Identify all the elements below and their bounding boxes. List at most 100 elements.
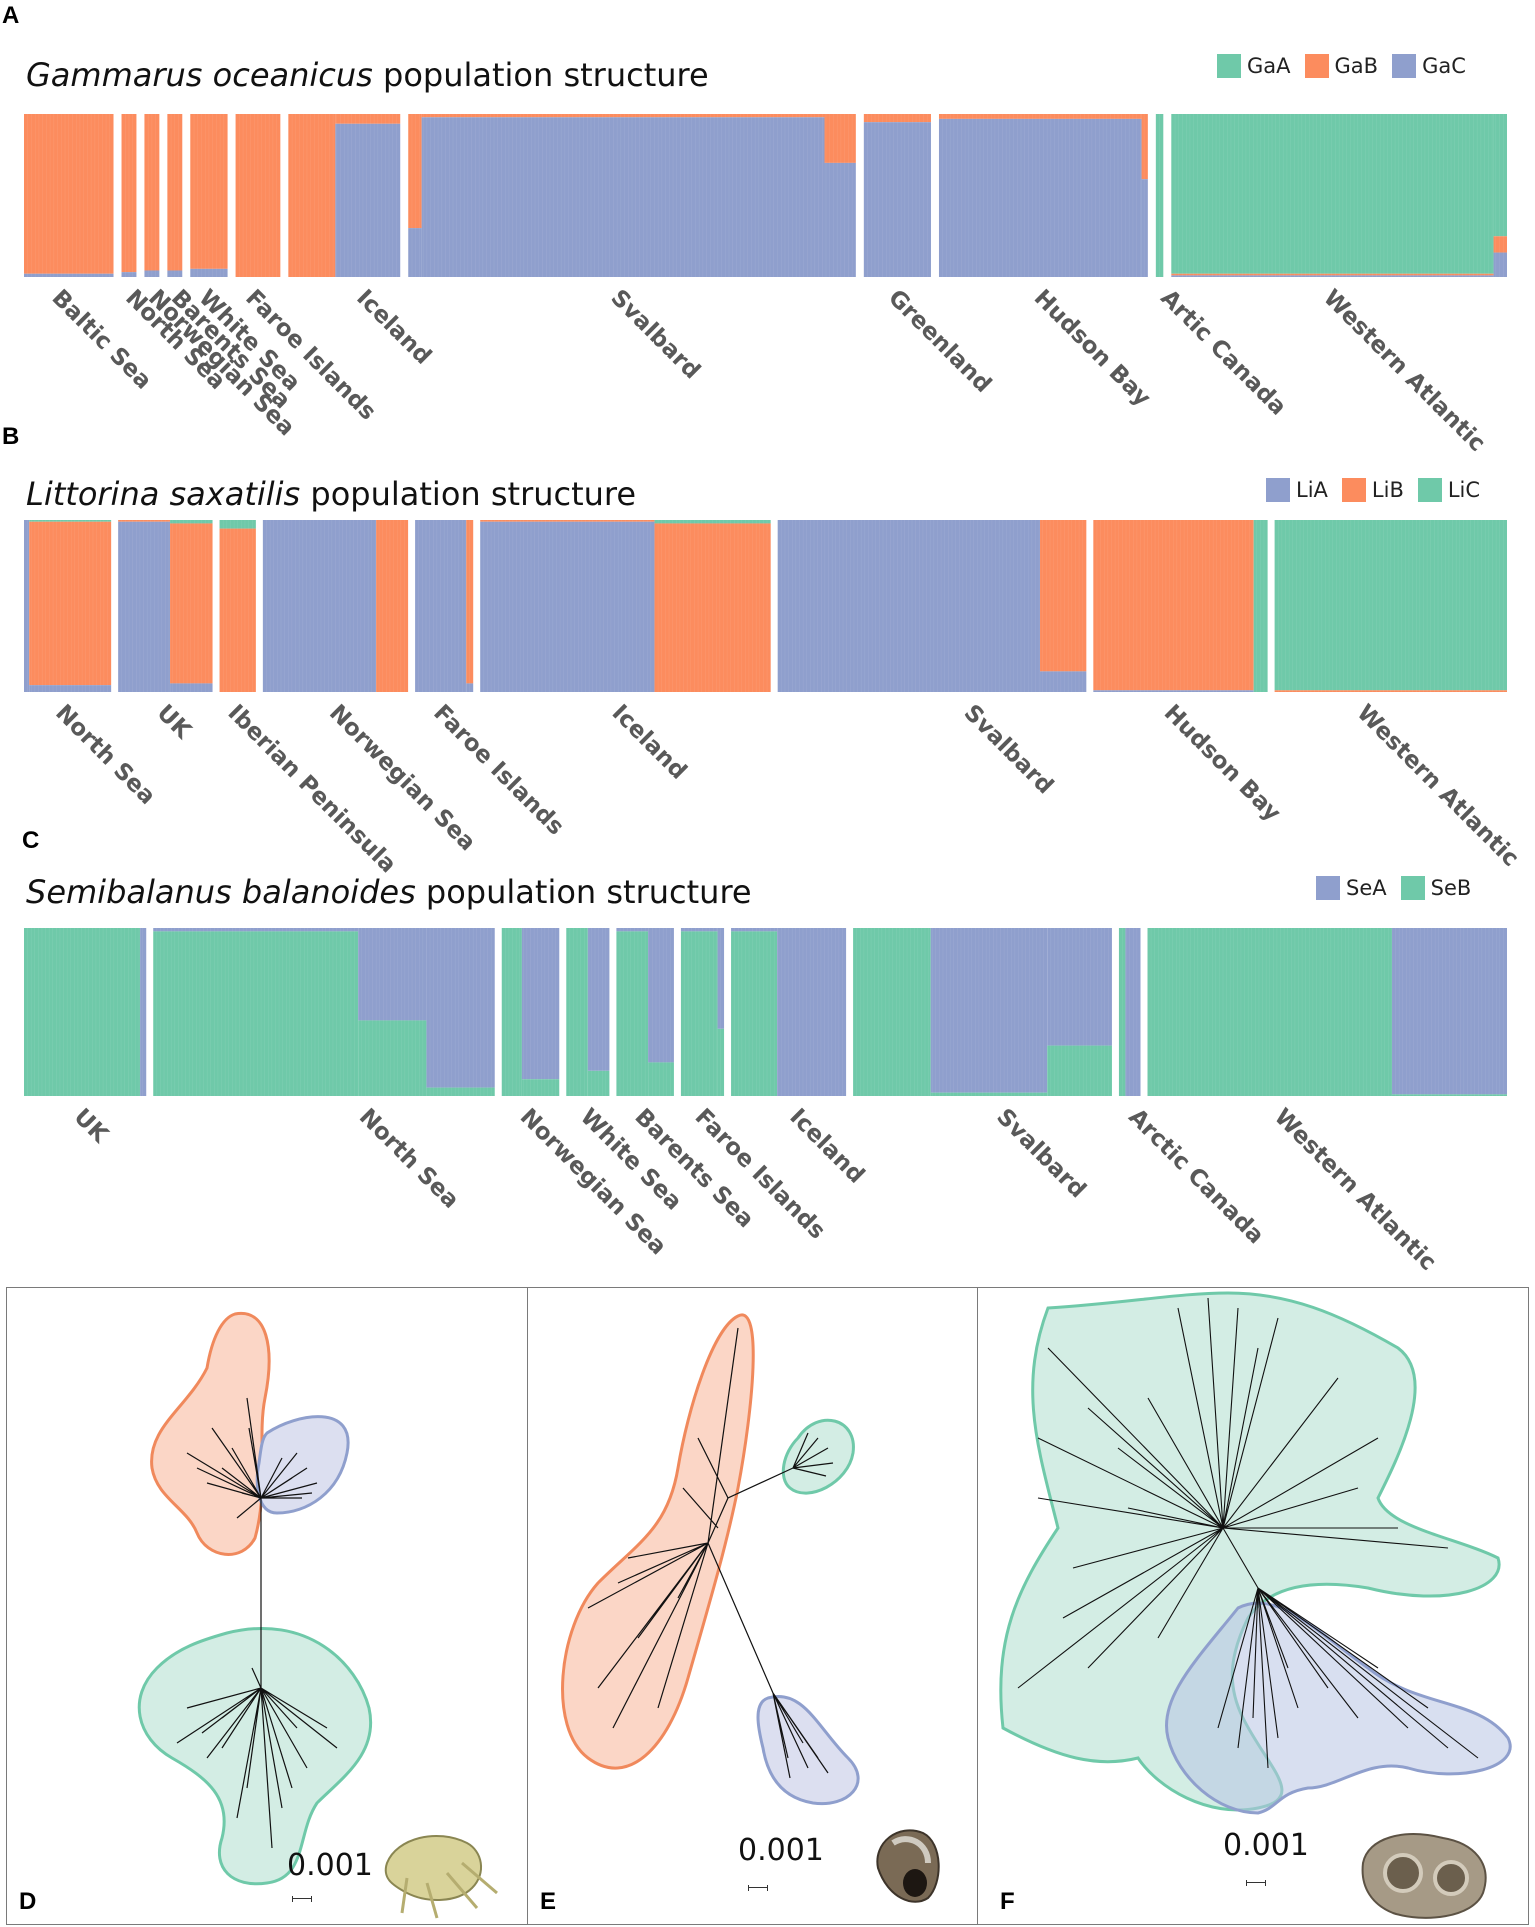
bar-segment-gaa bbox=[1171, 114, 1494, 274]
population-label: Artic Canada bbox=[1155, 285, 1291, 421]
tree-f-scale-bar bbox=[1246, 1880, 1266, 1886]
bar-segment-lic bbox=[170, 520, 213, 524]
population-block-hudson-bay bbox=[938, 114, 1148, 277]
tree-panel-f: 0.001 F bbox=[977, 1287, 1529, 1925]
tree-d-scale-label: 0.001 bbox=[287, 1848, 373, 1883]
bar-segment-gab bbox=[121, 114, 137, 273]
legend-label-gaa: GaA bbox=[1247, 54, 1291, 78]
bar-segment-seb bbox=[853, 928, 931, 1096]
population-label: Hudson Bay bbox=[1159, 700, 1286, 827]
population-label: Svalbard bbox=[991, 1104, 1091, 1204]
legend-swatch-sea bbox=[1316, 876, 1340, 900]
bar-segment-sea bbox=[680, 928, 718, 932]
bar-segment-lia bbox=[777, 520, 1041, 692]
population-block-faroe-islands bbox=[415, 520, 474, 692]
legend-item-seb: SeB bbox=[1400, 876, 1471, 900]
legend-swatch-gac bbox=[1392, 54, 1417, 78]
legend-item-gab: GaB bbox=[1304, 54, 1378, 78]
bar-segment-gac bbox=[167, 270, 183, 277]
bar-segment-seb bbox=[616, 931, 649, 1096]
panel-letter-c: C bbox=[22, 827, 40, 854]
clade-gab-hull bbox=[150, 1311, 271, 1556]
clade-gaa-hull bbox=[137, 1627, 373, 1886]
bar-segment-lib bbox=[170, 523, 213, 684]
bar-segment-sea bbox=[140, 928, 147, 1096]
bar-segment-lia bbox=[1040, 671, 1087, 692]
bar-segment-lib bbox=[1040, 520, 1087, 672]
bar-segment-gab bbox=[24, 114, 114, 274]
bar-segment-gac bbox=[824, 162, 856, 277]
bar-segment-gac bbox=[121, 272, 137, 277]
bar-segment-seb bbox=[153, 931, 359, 1096]
bar-segment-sea bbox=[648, 928, 674, 1063]
legend-swatch-lib bbox=[1341, 478, 1366, 502]
bar-segment-lia bbox=[29, 685, 112, 692]
bar-segment-gab bbox=[335, 114, 401, 124]
population-label: Iceland bbox=[351, 285, 436, 370]
population-block-white-sea bbox=[566, 928, 610, 1096]
tree-e-scale-label: 0.001 bbox=[738, 1833, 824, 1868]
panel-letter-e: E bbox=[540, 1888, 557, 1915]
legend-label-lic: LiC bbox=[1447, 478, 1481, 502]
bar-segment-lic bbox=[29, 520, 112, 522]
bar-segment-sea bbox=[777, 928, 847, 1096]
bar-segment-sea bbox=[153, 928, 359, 932]
legend-item-gac: GaC bbox=[1392, 54, 1466, 78]
legend-label-gac: GaC bbox=[1422, 54, 1466, 78]
population-label: UK bbox=[69, 1104, 114, 1149]
bar-segment-gab bbox=[167, 114, 183, 271]
bar-segment-gac bbox=[1493, 252, 1507, 277]
panel-c-title: Semibalanus balanoides population struct… bbox=[26, 873, 752, 911]
legend-item-lib: LiB bbox=[1341, 478, 1404, 502]
bar-segment-gab bbox=[1493, 236, 1507, 253]
population-block-norwegian-sea bbox=[144, 114, 160, 277]
population-block-uk bbox=[118, 520, 213, 692]
bar-segment-seb bbox=[587, 1070, 610, 1096]
bar-segment-gac bbox=[938, 118, 1142, 277]
clade-lic-hull bbox=[781, 1418, 855, 1495]
clade-lia-hull bbox=[756, 1695, 860, 1806]
bar-segment-lia bbox=[480, 521, 655, 692]
population-block-svalbard bbox=[777, 520, 1087, 692]
bar-segment-sea bbox=[587, 928, 610, 1071]
panel-a-title-suffix: population structure bbox=[372, 56, 709, 94]
tree-e-scale-bar bbox=[748, 1885, 768, 1891]
population-block-barents-sea bbox=[616, 928, 674, 1096]
bar-segment-seb bbox=[501, 928, 522, 1096]
bar-segment-lib bbox=[219, 528, 256, 692]
population-label: Iceland bbox=[607, 700, 692, 785]
bar-segment-lic bbox=[1253, 520, 1268, 692]
bar-segment-sea bbox=[1047, 928, 1112, 1046]
population-block-north-sea bbox=[121, 114, 137, 277]
population-label: Iberian Peninsula bbox=[223, 700, 401, 878]
population-block-barents-sea bbox=[167, 114, 183, 277]
bar-segment-gab bbox=[421, 114, 825, 118]
population-block-svalbard bbox=[408, 114, 856, 277]
population-block-svalbard bbox=[853, 928, 1112, 1096]
bar-segment-lia bbox=[262, 520, 377, 692]
bar-segment-sea bbox=[930, 928, 1048, 1093]
legend-item-sea: SeA bbox=[1316, 876, 1387, 900]
population-block-arctic-canada bbox=[1118, 928, 1141, 1096]
bar-segment-seb bbox=[566, 928, 588, 1096]
population-block-north-sea bbox=[24, 520, 112, 692]
population-block-white-sea bbox=[190, 114, 228, 277]
bar-segment-gab bbox=[144, 114, 160, 271]
bar-segment-lia bbox=[415, 520, 467, 692]
panel-a-legend: GaA GaB GaC bbox=[1217, 54, 1466, 78]
bar-segment-seb bbox=[24, 928, 141, 1096]
population-block-western-atlantic bbox=[1274, 520, 1507, 692]
clade-sea-hull bbox=[1165, 1601, 1512, 1815]
population-block-baltic-sea bbox=[24, 114, 114, 277]
legend-item-lic: LiC bbox=[1417, 478, 1481, 502]
bar-segment-gab bbox=[190, 114, 228, 269]
bar-segment-gac bbox=[421, 117, 825, 277]
tree-panel-d: 0.001 D bbox=[6, 1287, 528, 1925]
panel-letter-b: B bbox=[2, 423, 20, 450]
population-label: Western Atlantic bbox=[1352, 700, 1524, 872]
population-block-western-atlantic bbox=[1147, 928, 1507, 1096]
population-block-artic-canada bbox=[1155, 114, 1164, 277]
bar-segment-lib bbox=[1093, 520, 1254, 691]
bar-segment-gab bbox=[938, 114, 1142, 119]
